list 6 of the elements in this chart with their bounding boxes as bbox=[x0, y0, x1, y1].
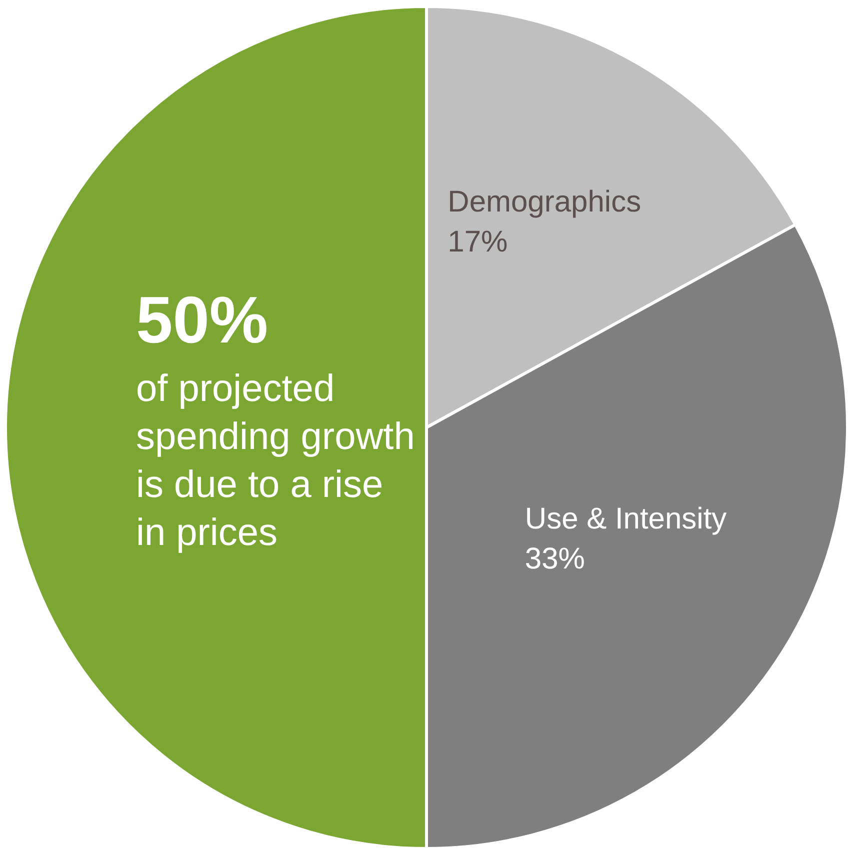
data-label: 33% bbox=[524, 542, 585, 576]
data-label: 50% bbox=[136, 282, 268, 357]
data-label: 17% bbox=[448, 225, 508, 258]
slice-label: Use & Intensity bbox=[524, 502, 727, 536]
slice-label: Demographics bbox=[448, 185, 642, 218]
slice-label: of projected spending growth is due to a rise in prices bbox=[136, 368, 415, 554]
